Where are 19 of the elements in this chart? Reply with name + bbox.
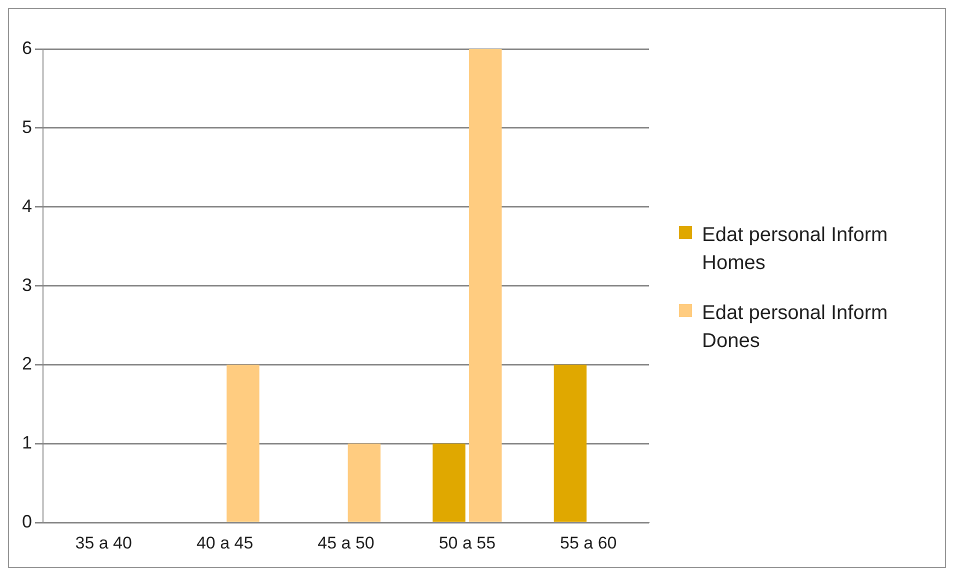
legend-label: Edat personal Inform Dones: [702, 301, 889, 354]
y-tick-label: 0: [22, 512, 32, 532]
y-tick-label: 2: [22, 354, 32, 374]
y-tick-label: 1: [22, 432, 32, 453]
x-tick-label: 40 a 45: [196, 533, 254, 552]
bar: [554, 364, 587, 522]
bar: [226, 364, 260, 522]
bar: [432, 444, 466, 522]
x-tick-label: 35 a 40: [75, 533, 132, 552]
y-tick-label: 5: [22, 116, 32, 137]
bar: [469, 49, 502, 522]
bar: [348, 444, 381, 522]
x-tick-label: 50 a 55: [438, 533, 496, 552]
legend-label: Edat personal Inform Homes: [702, 223, 889, 276]
x-tick-label: 55 a 60: [560, 533, 617, 552]
x-tick-label: 45 a 50: [318, 533, 374, 552]
y-tick-label: 3: [22, 274, 32, 295]
y-tick-label: 4: [22, 196, 32, 216]
y-tick-label: 6: [22, 38, 32, 58]
